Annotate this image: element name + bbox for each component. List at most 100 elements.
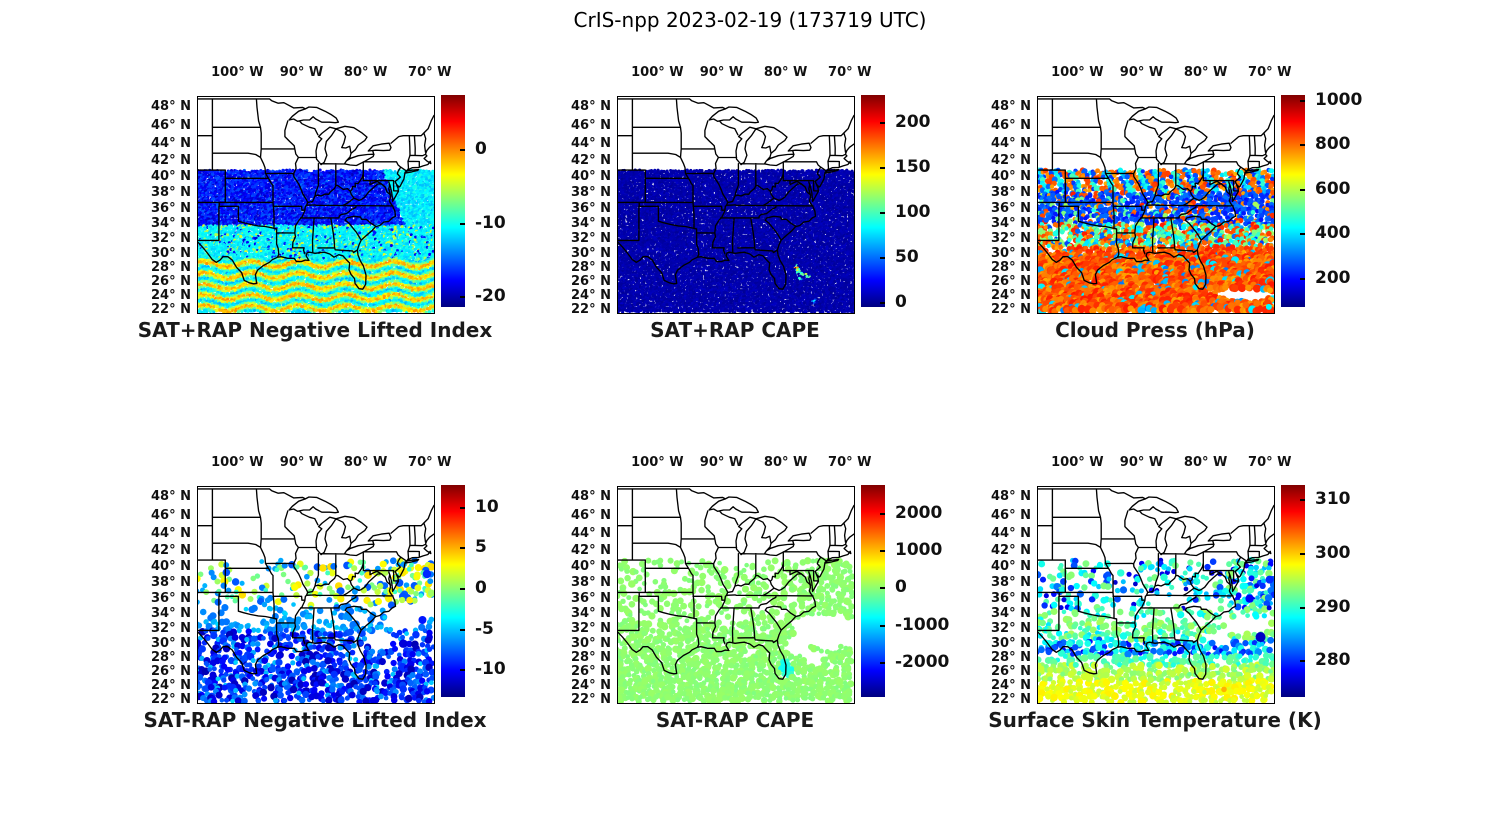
- lat-tick-label: 36° N: [571, 591, 611, 607]
- colorbar-gradient: [861, 485, 885, 697]
- lat-tick-label: 34° N: [151, 606, 191, 622]
- lat-tick-label: 28° N: [991, 260, 1031, 276]
- colorbar-tick-label: 2000: [895, 502, 943, 523]
- lon-tick-label: 80° W: [343, 455, 388, 470]
- lat-tick-label: 28° N: [151, 260, 191, 276]
- basemap-us-states: [198, 488, 434, 680]
- lat-tick-label: 24° N: [571, 288, 611, 304]
- lon-tick-label: 90° W: [699, 455, 744, 470]
- colorbar-tick: [1300, 278, 1305, 281]
- colorbar: [861, 485, 885, 697]
- colorbar-tick-label: 1000: [895, 540, 943, 561]
- colorbar-tick-label: 200: [895, 111, 931, 132]
- lat-tick-label: 28° N: [571, 650, 611, 666]
- colorbar-tick-label: 0: [475, 139, 487, 160]
- colorbar-gradient: [1281, 95, 1305, 307]
- lon-tick-label: 70° W: [408, 65, 452, 80]
- lat-tick-label: 36° N: [991, 591, 1031, 607]
- lon-tick-label: 80° W: [1183, 65, 1228, 80]
- colorbar-tick-label: 50: [895, 247, 919, 268]
- lat-tick-label: 32° N: [151, 621, 191, 637]
- colorbar-gradient: [1281, 485, 1305, 697]
- lon-tick-label: 70° W: [828, 65, 872, 80]
- colorbar-tick: [880, 212, 885, 215]
- colorbar-tick: [1300, 660, 1305, 663]
- colorbar-tick-label: 150: [895, 157, 931, 178]
- lat-tick-label: 34° N: [571, 606, 611, 622]
- colorbar-tick-label: 310: [1315, 489, 1351, 510]
- lon-tick-label: 80° W: [1183, 455, 1228, 470]
- map-sat-minus-rap-nli: [197, 486, 435, 704]
- lon-tick-label: 70° W: [828, 455, 872, 470]
- lat-tick-label: 44° N: [571, 135, 611, 151]
- lat-tick-label: 44° N: [991, 135, 1031, 151]
- state-borders: [1038, 98, 1274, 290]
- lat-tick-label: 24° N: [151, 288, 191, 304]
- colorbar-tick: [1300, 499, 1305, 502]
- lat-tick-label: 30° N: [151, 246, 191, 262]
- basemap-us-states: [1038, 488, 1274, 680]
- colorbar-tick-label: -2000: [895, 652, 950, 673]
- colorbar-tick: [460, 222, 465, 225]
- lat-tick-label: 46° N: [151, 117, 191, 133]
- panel-title: SAT+RAP Negative Lifted Index: [137, 318, 493, 342]
- lat-tick-label: 32° N: [151, 231, 191, 247]
- lat-tick-label: 24° N: [151, 678, 191, 694]
- colorbar-tick-label: -10: [475, 212, 506, 233]
- state-borders: [618, 488, 854, 680]
- lat-tick-label: 26° N: [571, 664, 611, 680]
- colorbar-gradient: [861, 95, 885, 307]
- lat-tick-label: 22° N: [571, 691, 611, 707]
- colorbar-tick: [880, 257, 885, 260]
- colorbar: [1281, 95, 1305, 307]
- lat-tick-label: 44° N: [151, 135, 191, 151]
- lat-tick-label: 30° N: [991, 636, 1031, 652]
- colorbar: [441, 485, 465, 697]
- lat-tick-label: 26° N: [571, 274, 611, 290]
- colorbar-tick: [880, 121, 885, 124]
- colorbar-tick-label: 300: [1315, 542, 1351, 563]
- lat-tick-label: 32° N: [571, 231, 611, 247]
- lat-tick-label: 48° N: [151, 489, 191, 505]
- lat-tick-label: 36° N: [151, 201, 191, 217]
- colorbar-tick: [460, 628, 465, 631]
- colorbar: [441, 95, 465, 307]
- colorbar-tick-label: 0: [475, 577, 487, 598]
- colorbar-tick: [1300, 188, 1305, 191]
- lat-tick-label: 42° N: [991, 542, 1031, 558]
- lat-tick-label: 30° N: [571, 246, 611, 262]
- lat-tick-label: 46° N: [151, 507, 191, 523]
- lat-tick-label: 42° N: [571, 152, 611, 168]
- basemap-us-states: [618, 488, 854, 680]
- lat-tick-label: 48° N: [991, 99, 1031, 115]
- lat-tick-label: 42° N: [991, 152, 1031, 168]
- colorbar-tick-label: 100: [895, 202, 931, 223]
- lat-tick-label: 28° N: [571, 260, 611, 276]
- lat-tick-label: 46° N: [571, 507, 611, 523]
- colorbar-tick-label: 10: [475, 496, 499, 517]
- lon-tick-label: 100° W: [211, 455, 264, 470]
- lat-tick-label: 46° N: [571, 117, 611, 133]
- basemap-us-states: [198, 98, 434, 290]
- colorbar: [861, 95, 885, 307]
- figure-title: CrIS-npp 2023-02-19 (173719 UTC): [573, 8, 927, 32]
- colorbar-tick-label: 600: [1315, 178, 1351, 199]
- lat-tick-label: 36° N: [151, 591, 191, 607]
- lat-tick-label: 46° N: [991, 117, 1031, 133]
- colorbar-tick: [880, 302, 885, 305]
- lon-tick-label: 70° W: [1248, 65, 1292, 80]
- lat-tick-label: 44° N: [571, 525, 611, 541]
- colorbar-tick: [460, 296, 465, 299]
- map-sat-plus-rap-nli: [197, 96, 435, 314]
- lat-tick-label: 38° N: [991, 575, 1031, 591]
- colorbar-tick-label: 0: [895, 292, 907, 313]
- state-borders: [198, 98, 434, 290]
- lat-tick-label: 22° N: [151, 691, 191, 707]
- lon-tick-label: 90° W: [699, 65, 744, 80]
- lon-tick-label: 90° W: [1119, 65, 1164, 80]
- lat-tick-label: 38° N: [571, 185, 611, 201]
- colorbar-tick-label: 800: [1315, 134, 1351, 155]
- panel-title: SAT+RAP CAPE: [650, 318, 820, 342]
- lat-tick-label: 22° N: [991, 301, 1031, 317]
